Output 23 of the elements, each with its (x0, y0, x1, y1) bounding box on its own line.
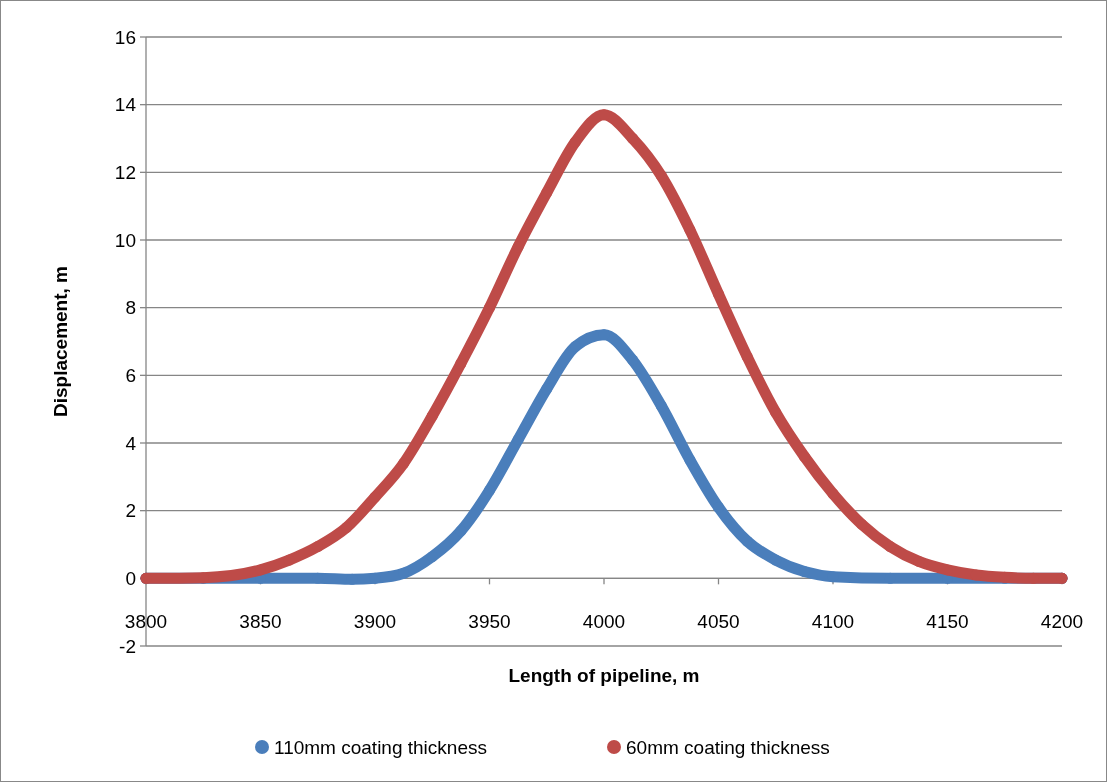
x-tick-label: 4200 (1040, 611, 1084, 633)
x-tick-label: 4100 (811, 611, 855, 633)
x-tick-label: 4000 (582, 611, 626, 633)
y-axis-title: Displacement, m (50, 266, 71, 417)
y-tick-label: 2 (125, 500, 136, 522)
x-tick-label: 3950 (468, 611, 511, 633)
legend-label: 110mm coating thickness (274, 736, 487, 758)
y-tick-label: 14 (114, 94, 137, 116)
x-tick-label: 4050 (697, 611, 740, 633)
y-tick-label: 4 (125, 432, 137, 454)
y-tick-label: -2 (119, 635, 136, 657)
y-tick-label: 10 (114, 229, 136, 251)
x-tick-label: 3800 (124, 611, 168, 633)
x-tick-label: 3850 (239, 611, 282, 633)
y-tick-label: 0 (125, 567, 136, 589)
x-axis-title: Length of pipeline, m (508, 665, 700, 686)
y-tick-label: 8 (125, 297, 136, 319)
y-tick-label: 12 (114, 161, 136, 183)
x-tick-label: 4150 (926, 611, 969, 633)
y-tick-label: 6 (125, 364, 136, 386)
x-tick-label: 3900 (353, 611, 397, 633)
legend-label: 60mm coating thickness (626, 736, 830, 758)
y-tick-label: 16 (114, 26, 136, 48)
